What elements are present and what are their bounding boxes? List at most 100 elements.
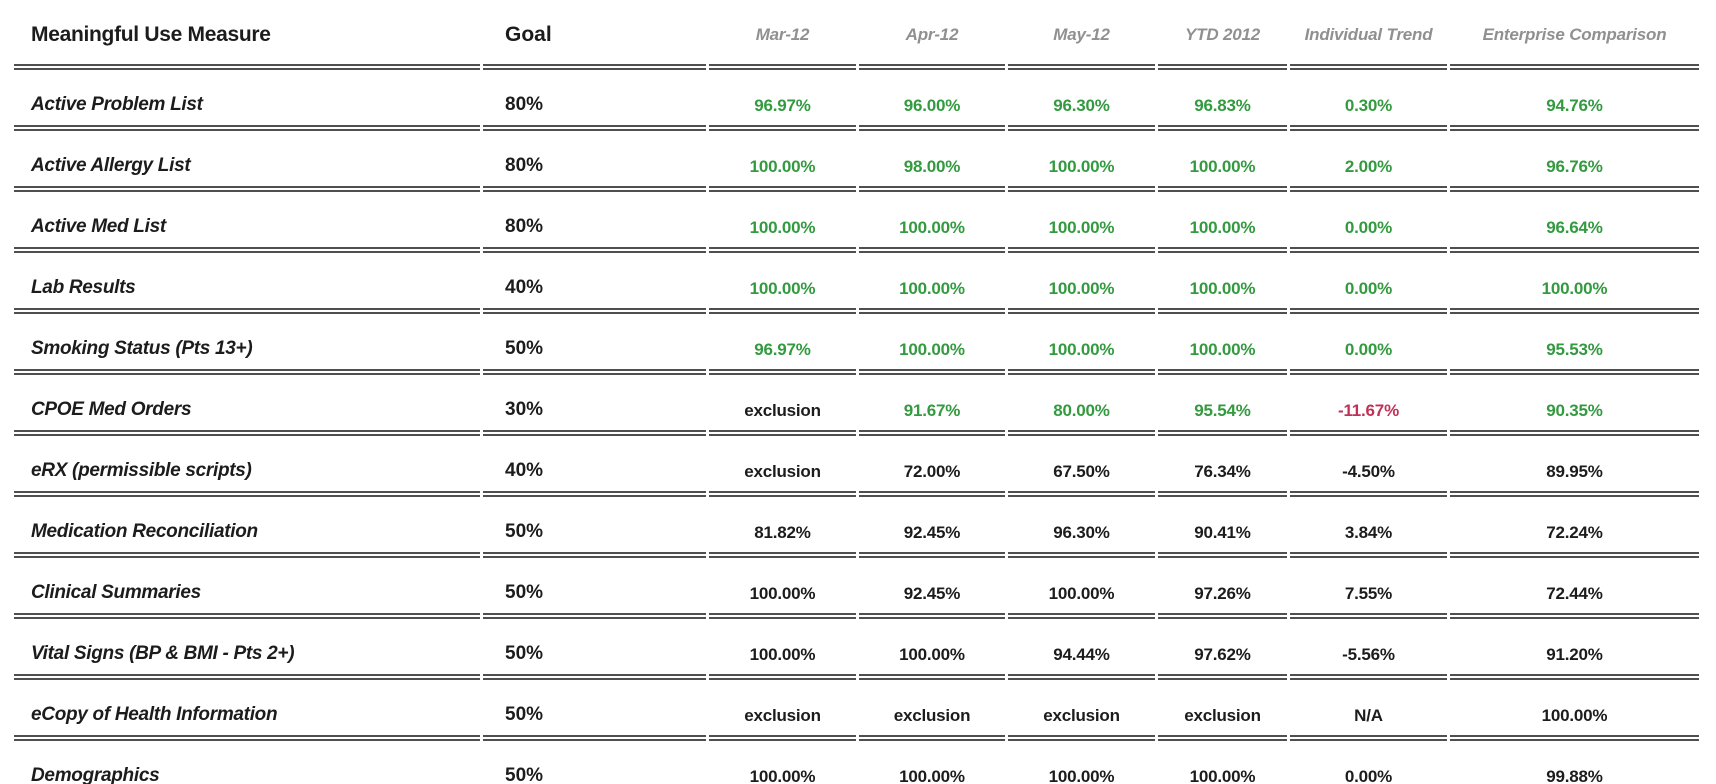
value-cell-enterprise-comparison: 90.35% — [1450, 375, 1699, 436]
value-cell-mar-12: 100.00% — [709, 253, 856, 314]
measure-cell: eRX (permissible scripts) — [14, 436, 480, 497]
goal-cell: 80% — [483, 131, 706, 192]
value-cell-apr-12: 98.00% — [859, 131, 1005, 192]
value-cell-individual-trend: 2.00% — [1290, 131, 1447, 192]
value-cell-may-12: 80.00% — [1008, 375, 1155, 436]
value-cell-may-12: 100.00% — [1008, 741, 1155, 784]
goal-cell: 50% — [483, 497, 706, 558]
value-cell-individual-trend: 7.55% — [1290, 558, 1447, 619]
table-row: Active Problem List 80% 96.97% 96.00% 96.30%… — [14, 70, 1699, 131]
value-cell-enterprise-comparison: 95.53% — [1450, 314, 1699, 375]
value-cell-enterprise-comparison: 89.95% — [1450, 436, 1699, 497]
value-cell-apr-12: 96.00% — [859, 70, 1005, 131]
value-cell-apr-12: 100.00% — [859, 253, 1005, 314]
value-cell-ytd-2012: 100.00% — [1158, 253, 1287, 314]
value-cell-mar-12: 100.00% — [709, 741, 856, 784]
value-cell-ytd-2012: 100.00% — [1158, 741, 1287, 784]
report-page: Meaningful Use Measure Goal Mar-12 Apr-1… — [0, 6, 1716, 784]
measure-cell: Active Problem List — [14, 70, 480, 131]
table-row: Clinical Summaries 50% 100.00% 92.45% 100.00… — [14, 558, 1699, 619]
value-cell-individual-trend: 0.30% — [1290, 70, 1447, 131]
value-cell-mar-12: 100.00% — [709, 131, 856, 192]
measure-cell: Demographics — [14, 741, 480, 784]
measure-cell: Smoking Status (Pts 13+) — [14, 314, 480, 375]
goal-cell: 80% — [483, 192, 706, 253]
table-row: Active Med List 80% 100.00% 100.00% 100.00% 1… — [14, 192, 1699, 253]
value-cell-mar-12: 96.97% — [709, 314, 856, 375]
value-cell-ytd-2012: 97.26% — [1158, 558, 1287, 619]
value-cell-ytd-2012: 97.62% — [1158, 619, 1287, 680]
measure-cell: Vital Signs (BP & BMI - Pts 2+) — [14, 619, 480, 680]
value-cell-ytd-2012: 76.34% — [1158, 436, 1287, 497]
goal-cell: 80% — [483, 70, 706, 131]
table-row: Lab Results 40% 100.00% 100.00% 100.00% 100.0… — [14, 253, 1699, 314]
value-cell-mar-12: exclusion — [709, 680, 856, 741]
meaningful-use-table: Meaningful Use Measure Goal Mar-12 Apr-1… — [11, 6, 1702, 784]
value-cell-may-12: 67.50% — [1008, 436, 1155, 497]
column-header-measure: Meaningful Use Measure — [14, 6, 480, 70]
value-cell-enterprise-comparison: 100.00% — [1450, 680, 1699, 741]
value-cell-individual-trend: 0.00% — [1290, 253, 1447, 314]
value-cell-individual-trend: -11.67% — [1290, 375, 1447, 436]
value-cell-mar-12: 100.00% — [709, 558, 856, 619]
value-cell-individual-trend: 0.00% — [1290, 741, 1447, 784]
value-cell-may-12: 100.00% — [1008, 314, 1155, 375]
value-cell-enterprise-comparison: 94.76% — [1450, 70, 1699, 131]
value-cell-apr-12: 92.45% — [859, 558, 1005, 619]
goal-cell: 40% — [483, 253, 706, 314]
value-cell-ytd-2012: 100.00% — [1158, 314, 1287, 375]
column-header-ytd-2012: YTD 2012 — [1158, 6, 1287, 70]
value-cell-may-12: exclusion — [1008, 680, 1155, 741]
table-row: eCopy of Health Information 50% exclusion e… — [14, 680, 1699, 741]
column-header-may-12: May-12 — [1008, 6, 1155, 70]
goal-cell: 50% — [483, 741, 706, 784]
goal-cell: 30% — [483, 375, 706, 436]
goal-cell: 50% — [483, 558, 706, 619]
value-cell-enterprise-comparison: 96.76% — [1450, 131, 1699, 192]
measure-cell: Active Med List — [14, 192, 480, 253]
value-cell-apr-12: 100.00% — [859, 741, 1005, 784]
measure-cell: Active Allergy List — [14, 131, 480, 192]
value-cell-may-12: 100.00% — [1008, 131, 1155, 192]
value-cell-may-12: 96.30% — [1008, 70, 1155, 131]
table-row: Smoking Status (Pts 13+) 50% 96.97% 100.00%… — [14, 314, 1699, 375]
value-cell-mar-12: 96.97% — [709, 70, 856, 131]
table-row: eRX (permissible scripts) 40% exclusion 72.… — [14, 436, 1699, 497]
value-cell-enterprise-comparison: 96.64% — [1450, 192, 1699, 253]
value-cell-enterprise-comparison: 91.20% — [1450, 619, 1699, 680]
value-cell-ytd-2012: 100.00% — [1158, 192, 1287, 253]
value-cell-apr-12: 100.00% — [859, 619, 1005, 680]
value-cell-mar-12: 81.82% — [709, 497, 856, 558]
value-cell-individual-trend: 3.84% — [1290, 497, 1447, 558]
value-cell-individual-trend: 0.00% — [1290, 192, 1447, 253]
value-cell-enterprise-comparison: 100.00% — [1450, 253, 1699, 314]
measure-cell: Medication Reconciliation — [14, 497, 480, 558]
value-cell-mar-12: 100.00% — [709, 619, 856, 680]
measure-cell: Clinical Summaries — [14, 558, 480, 619]
value-cell-apr-12: exclusion — [859, 680, 1005, 741]
table-row: Vital Signs (BP & BMI - Pts 2+) 50% 100.00… — [14, 619, 1699, 680]
value-cell-individual-trend: -5.56% — [1290, 619, 1447, 680]
value-cell-apr-12: 72.00% — [859, 436, 1005, 497]
table-row: CPOE Med Orders 30% exclusion 91.67% 80.00% 9… — [14, 375, 1699, 436]
value-cell-ytd-2012: 96.83% — [1158, 70, 1287, 131]
value-cell-apr-12: 100.00% — [859, 314, 1005, 375]
value-cell-apr-12: 91.67% — [859, 375, 1005, 436]
column-header-goal: Goal — [483, 6, 706, 70]
value-cell-individual-trend: -4.50% — [1290, 436, 1447, 497]
value-cell-individual-trend: 0.00% — [1290, 314, 1447, 375]
value-cell-mar-12: exclusion — [709, 375, 856, 436]
column-header-mar-12: Mar-12 — [709, 6, 856, 70]
measure-cell: eCopy of Health Information — [14, 680, 480, 741]
value-cell-enterprise-comparison: 99.88% — [1450, 741, 1699, 784]
table-row: Demographics 50% 100.00% 100.00% 100.00% 100.… — [14, 741, 1699, 784]
table-row: Active Allergy List 80% 100.00% 98.00% 100.0… — [14, 131, 1699, 192]
goal-cell: 50% — [483, 314, 706, 375]
value-cell-may-12: 94.44% — [1008, 619, 1155, 680]
value-cell-individual-trend: N/A — [1290, 680, 1447, 741]
value-cell-ytd-2012: 95.54% — [1158, 375, 1287, 436]
value-cell-mar-12: exclusion — [709, 436, 856, 497]
value-cell-may-12: 100.00% — [1008, 192, 1155, 253]
value-cell-enterprise-comparison: 72.24% — [1450, 497, 1699, 558]
value-cell-ytd-2012: 90.41% — [1158, 497, 1287, 558]
